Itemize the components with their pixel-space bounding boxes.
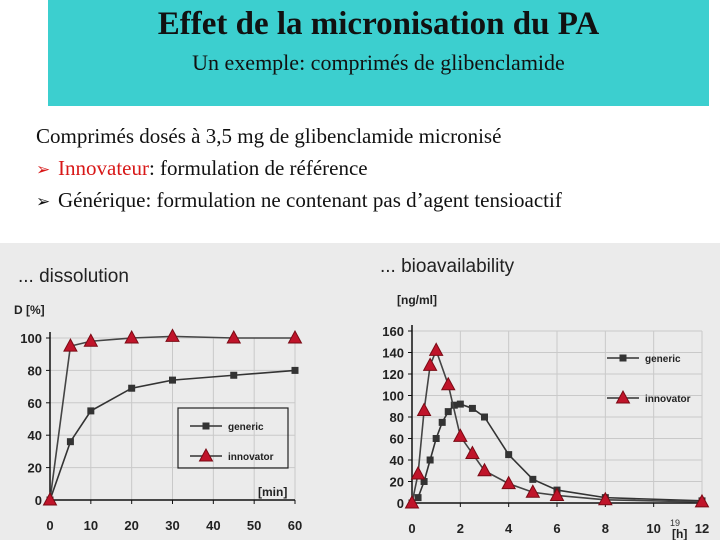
legend-box bbox=[177, 407, 289, 469]
title-banner: Effet de la micronisation du PA Un exemp… bbox=[48, 0, 709, 106]
arrow-bullet-icon: ➢ bbox=[36, 160, 51, 180]
bullet-innovateur: ➢ Innovateur: formulation de référence bbox=[36, 156, 368, 181]
x-tick-label: 4 bbox=[505, 521, 513, 536]
data-point-generic bbox=[432, 435, 440, 442]
y-tick-label: 100 bbox=[382, 389, 404, 404]
bullet-generique: ➢ Générique: formulation ne contenant pas… bbox=[36, 188, 562, 213]
x-tick-label: 0 bbox=[408, 521, 415, 536]
y-axis-label: [ng/ml] bbox=[397, 293, 437, 307]
data-point-generic bbox=[426, 456, 434, 464]
data-point-innovator bbox=[525, 484, 541, 498]
x-tick-label: 20 bbox=[124, 518, 138, 533]
data-point-innovator bbox=[404, 494, 420, 509]
y-tick-label: 20 bbox=[390, 475, 404, 490]
data-point-generic bbox=[481, 413, 488, 421]
y-tick-label: 160 bbox=[382, 324, 404, 339]
x-tick-label: 50 bbox=[247, 518, 261, 533]
y-axis-label: D [%] bbox=[14, 303, 45, 317]
data-point-generic bbox=[87, 407, 95, 415]
data-point-innovator bbox=[422, 357, 438, 371]
data-point-generic bbox=[169, 376, 176, 384]
chart-title: ... bioavailability bbox=[380, 256, 515, 277]
data-point-innovator bbox=[428, 342, 444, 356]
slide-number: 19 bbox=[670, 518, 681, 528]
data-point-innovator bbox=[694, 493, 710, 508]
data-point-innovator bbox=[416, 402, 432, 417]
data-point-innovator bbox=[440, 376, 456, 391]
data-point-innovator bbox=[477, 462, 492, 477]
y-tick-label: 0 bbox=[35, 493, 42, 508]
x-axis-label: [min] bbox=[258, 485, 287, 499]
data-point-innovator bbox=[501, 475, 517, 490]
data-point-innovator bbox=[63, 338, 78, 352]
data-point-innovator bbox=[287, 329, 303, 344]
data-point-generic bbox=[291, 366, 299, 374]
data-point-generic bbox=[438, 418, 446, 426]
y-tick-label: 80 bbox=[390, 410, 404, 425]
legend-marker-generic bbox=[202, 422, 210, 430]
data-point-generic bbox=[420, 478, 428, 485]
data-point-generic bbox=[505, 451, 513, 459]
y-tick-label: 80 bbox=[28, 363, 42, 378]
y-tick-label: 140 bbox=[382, 346, 404, 361]
arrow-bullet-icon: ➢ bbox=[36, 192, 51, 212]
x-tick-label: 0 bbox=[46, 518, 53, 533]
data-point-innovator bbox=[42, 491, 58, 506]
legend-marker-innovator bbox=[615, 389, 631, 404]
slide-subtitle: Un exemple: comprimés de glibenclamide bbox=[192, 50, 565, 75]
data-point-innovator bbox=[465, 445, 480, 460]
x-tick-label: 60 bbox=[288, 518, 302, 533]
x-tick-label: 12 bbox=[695, 521, 709, 536]
data-point-generic bbox=[128, 384, 136, 392]
data-point-generic bbox=[66, 438, 74, 446]
y-tick-label: 20 bbox=[28, 461, 42, 476]
y-tick-label: 120 bbox=[382, 367, 404, 382]
data-point-innovator bbox=[165, 328, 180, 342]
data-point-innovator bbox=[410, 465, 426, 480]
x-tick-label: 10 bbox=[646, 521, 660, 536]
data-point-innovator bbox=[124, 329, 140, 344]
y-tick-label: 100 bbox=[20, 331, 42, 346]
data-point-generic bbox=[230, 371, 238, 379]
x-tick-label: 8 bbox=[602, 521, 609, 536]
slide-title: Effet de la micronisation du PA bbox=[157, 6, 600, 42]
data-point-innovator bbox=[549, 487, 565, 501]
data-point-innovator bbox=[83, 333, 99, 347]
y-tick-label: 0 bbox=[397, 496, 404, 511]
data-point-innovator bbox=[452, 428, 468, 442]
legend-label: generic bbox=[645, 354, 681, 365]
intro-line: Comprimés dosés à 3,5 mg de glibenclamid… bbox=[36, 124, 502, 148]
legend-label: innovator bbox=[228, 452, 274, 463]
y-tick-label: 60 bbox=[390, 432, 404, 447]
y-tick-label: 60 bbox=[28, 396, 42, 411]
x-tick-label: 10 bbox=[84, 518, 98, 533]
legend-marker-generic bbox=[619, 354, 627, 362]
y-tick-label: 40 bbox=[28, 428, 42, 443]
legend-label: generic bbox=[228, 422, 264, 433]
x-axis-label: [h] bbox=[672, 527, 687, 540]
y-tick-label: 40 bbox=[390, 453, 404, 468]
legend-label: innovator bbox=[645, 394, 691, 405]
data-point-generic bbox=[444, 408, 452, 416]
data-point-generic bbox=[456, 400, 464, 408]
x-tick-label: 30 bbox=[165, 518, 179, 533]
data-point-innovator bbox=[226, 329, 242, 344]
bullet-text: Générique: formulation ne contenant pas … bbox=[58, 188, 562, 212]
x-tick-label: 40 bbox=[206, 518, 220, 533]
bullet-text: : formulation de référence bbox=[148, 156, 368, 180]
bullet-highlight: Innovateur bbox=[58, 156, 149, 180]
x-tick-label: 6 bbox=[553, 521, 560, 536]
data-point-generic bbox=[529, 475, 537, 483]
data-point-generic bbox=[450, 401, 458, 409]
data-point-generic bbox=[468, 404, 476, 412]
scanned-figure-background bbox=[0, 243, 720, 540]
data-point-innovator bbox=[597, 491, 613, 506]
data-point-generic bbox=[414, 494, 422, 502]
legend-marker-innovator bbox=[198, 447, 214, 462]
chart-title: ... dissolution bbox=[18, 266, 129, 287]
x-tick-label: 2 bbox=[457, 521, 464, 536]
